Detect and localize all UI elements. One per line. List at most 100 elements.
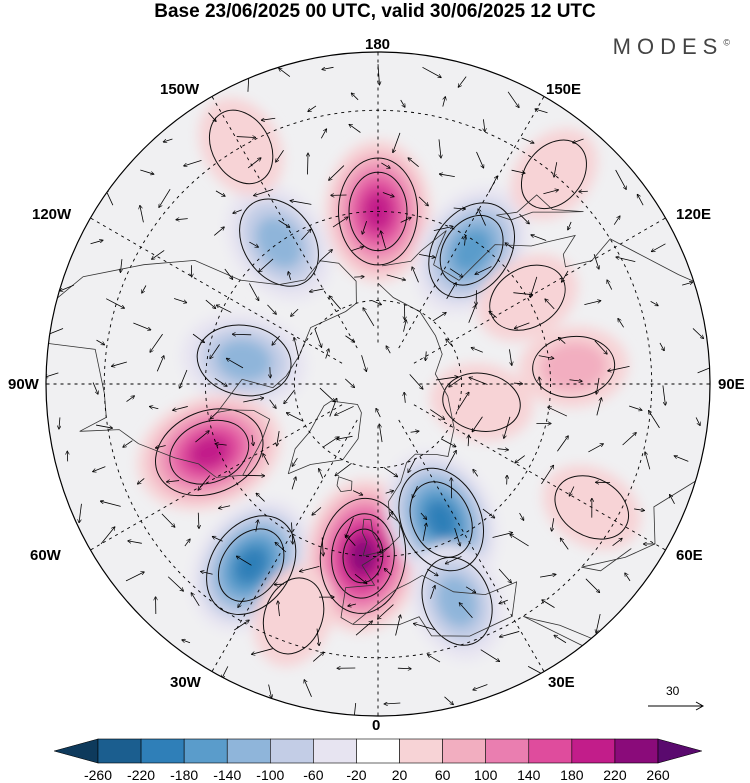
wind-vectors	[46, 64, 710, 716]
coast-britain	[361, 518, 382, 557]
wind-vector	[456, 393, 468, 411]
wind-vector	[59, 417, 60, 428]
wind-vector	[304, 680, 312, 697]
wind-vector	[379, 424, 383, 443]
wind-vector	[616, 257, 636, 263]
wind-vector	[381, 231, 386, 249]
wind-vector	[473, 684, 488, 690]
wind-vector	[515, 455, 525, 463]
coast-japan	[496, 194, 584, 221]
label-30w: 30W	[170, 674, 201, 691]
wind-vector	[436, 377, 458, 381]
wind-vector	[382, 192, 394, 196]
vector-scale-label: 30	[666, 684, 680, 698]
wind-vector	[519, 213, 529, 223]
wind-vector	[541, 466, 553, 485]
wind-vector	[561, 538, 569, 550]
colorbar-low-triangle	[54, 738, 99, 764]
wind-vector	[440, 174, 455, 178]
colorbar-label: 20	[391, 767, 408, 783]
wind-vector	[545, 299, 555, 310]
wind-vector	[268, 684, 272, 698]
wind-vector	[335, 462, 352, 475]
wind-vector	[120, 259, 121, 272]
wind-vector	[613, 216, 620, 225]
wind-vector	[224, 268, 233, 279]
wind-vector	[294, 338, 300, 358]
contour-7-1	[409, 481, 473, 558]
wind-vector	[349, 125, 361, 133]
wind-vector	[449, 377, 462, 387]
wind-vector	[159, 188, 171, 207]
wind-vector	[142, 285, 147, 292]
colorbar-label: -20	[346, 767, 367, 783]
wind-vector	[422, 524, 426, 542]
wind-vector	[649, 411, 660, 429]
wind-vector	[510, 535, 529, 547]
wind-vector	[419, 254, 435, 257]
colorbar-swatch	[313, 738, 357, 764]
wind-vector	[105, 298, 124, 308]
wind-vector	[499, 599, 508, 603]
wind-vector	[101, 501, 121, 507]
wind-vector	[420, 512, 426, 519]
wind-vector	[361, 355, 367, 371]
wind-vector	[173, 298, 186, 302]
colorbar-label: -220	[127, 767, 156, 783]
wind-vector	[269, 399, 276, 408]
wind-vector	[446, 283, 456, 299]
wind-vector	[320, 129, 326, 139]
label-150e: 150E	[546, 81, 582, 98]
contour-14-0	[520, 139, 587, 210]
wind-vector	[288, 272, 290, 280]
contour-7-0	[398, 467, 485, 572]
wind-vector	[112, 361, 127, 366]
wind-vector	[150, 333, 163, 352]
wind-vector	[692, 328, 703, 338]
colorbar-swatch	[97, 738, 142, 764]
wind-vector	[408, 158, 419, 167]
wind-vector	[275, 543, 287, 553]
wind-vector	[233, 209, 242, 213]
wind-vector	[290, 201, 312, 205]
wind-vector	[404, 393, 405, 403]
wind-vector	[167, 481, 180, 482]
wind-vector	[543, 190, 558, 195]
wind-vector	[475, 266, 492, 275]
wind-vector	[184, 539, 190, 547]
wind-vector	[473, 470, 479, 477]
wind-vector	[318, 250, 332, 262]
wind-vector	[697, 364, 710, 374]
map-border	[45, 51, 711, 717]
wind-vector	[353, 702, 357, 716]
contour-1-0	[428, 202, 516, 299]
wind-vector	[554, 162, 558, 177]
wind-vector	[222, 666, 229, 678]
wind-vector	[403, 320, 407, 332]
colorbar-labels: -260 -220 -180 -140 -100 -60 -20 20 60 100 140 180 2…	[0, 767, 750, 783]
wind-vector	[248, 283, 258, 300]
wind-vector	[234, 620, 249, 631]
wind-vector	[497, 449, 508, 450]
coast-greenland	[287, 400, 362, 475]
wind-vector	[256, 493, 265, 502]
wind-vector	[387, 512, 392, 520]
wind-vector	[480, 649, 500, 662]
copyright-mark: ©	[723, 37, 730, 48]
colorbar-swatch	[614, 738, 659, 764]
wind-vector	[585, 578, 600, 593]
wind-vector	[128, 541, 142, 544]
wind-vector	[60, 284, 74, 291]
wind-vector	[568, 221, 572, 230]
wind-vector	[238, 597, 245, 607]
wind-vector	[213, 227, 224, 236]
vector-scale-arrow	[648, 701, 705, 711]
wind-vector	[198, 475, 211, 490]
wind-vector	[433, 227, 453, 231]
contour-6-0	[319, 497, 407, 614]
wind-vector	[378, 64, 379, 84]
wind-vector	[322, 537, 323, 555]
wind-vector	[140, 206, 144, 223]
wind-vector	[400, 218, 411, 223]
